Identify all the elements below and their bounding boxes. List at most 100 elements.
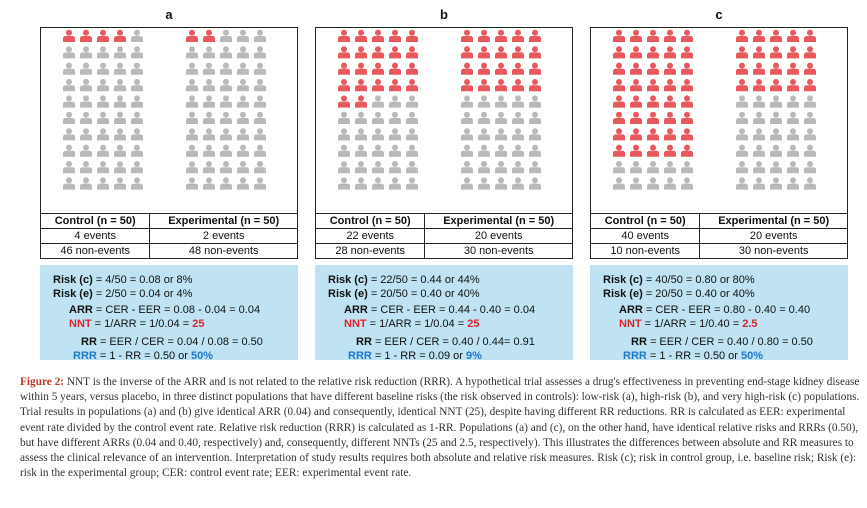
person-icon-grey — [529, 144, 541, 157]
person-icon-grey — [787, 111, 799, 124]
control-header: Control (n = 50) — [39, 213, 151, 229]
person-icon-red — [770, 29, 782, 42]
person-icon-grey — [736, 111, 748, 124]
experimental-nonevents: 30 non-events — [424, 243, 573, 259]
rrr-value: 50% — [191, 350, 214, 362]
person-icon-grey — [753, 95, 765, 108]
person-icon-grey — [131, 46, 143, 59]
person-icon-red — [681, 111, 693, 124]
icon-array-box — [590, 27, 848, 215]
person-icon-grey — [664, 161, 676, 174]
person-icon-grey — [372, 95, 384, 108]
person-icon-red — [787, 62, 799, 75]
risk-e-row: Risk (e) = 2/50 = 0.04 or 4% — [53, 287, 192, 301]
panel-c: c Control (n = 50) Experimental (n = 50)… — [589, 7, 848, 362]
person-icon-red — [787, 29, 799, 42]
person-icon-grey — [97, 144, 109, 157]
person-icon-red — [495, 46, 507, 59]
person-icon-grey — [804, 161, 816, 174]
person-icon-grey — [131, 177, 143, 190]
person-icon-red — [461, 46, 473, 59]
person-icon-grey — [406, 144, 418, 157]
person-icon-red — [664, 111, 676, 124]
person-icon-grey — [770, 111, 782, 124]
person-icon-grey — [80, 46, 92, 59]
person-icon-grey — [461, 111, 473, 124]
calculation-box: Risk (c) = 22/50 = 0.44 or 44% Risk (e) … — [315, 265, 573, 362]
person-icon-grey — [787, 144, 799, 157]
control-nonevents: 46 non-events — [39, 243, 151, 259]
calculation-box: Risk (c) = 4/50 = 0.08 or 8% Risk (e) = … — [40, 265, 298, 362]
person-icon-grey — [97, 46, 109, 59]
person-icon-grey — [770, 95, 782, 108]
nnt-formula: = 1/ARR = 1/0.04 = — [94, 318, 190, 330]
person-icon-red — [478, 46, 490, 59]
risk-c-value: = 22/50 = 0.44 or 44% — [370, 274, 480, 286]
person-icon-red — [389, 46, 401, 59]
person-icon-grey — [804, 177, 816, 190]
person-icon-grey — [630, 161, 642, 174]
person-icon-grey — [220, 79, 232, 92]
person-icon-grey — [220, 62, 232, 75]
person-icon-red — [355, 29, 367, 42]
rrr-formula: = 1 - RR = 0.50 or — [649, 350, 738, 362]
person-icon-grey — [131, 95, 143, 108]
experimental-nonevents: 48 non-events — [149, 243, 298, 259]
risk-c-label: Risk (c) — [328, 274, 368, 286]
control-header: Control (n = 50) — [314, 213, 426, 229]
person-icon-red — [647, 29, 659, 42]
person-icon-red — [406, 79, 418, 92]
rr-row: RR = EER / CER = 0.04 / 0.08 = 0.50 — [81, 335, 263, 349]
experimental-header: Experimental (n = 50) — [149, 213, 298, 229]
person-icon-grey — [131, 144, 143, 157]
person-icon-grey — [461, 177, 473, 190]
person-icon-grey — [131, 111, 143, 124]
figure-label: Figure 2: — [20, 376, 65, 388]
person-icon-red — [630, 111, 642, 124]
person-icon-red — [63, 29, 75, 42]
person-icon-grey — [478, 177, 490, 190]
person-icon-red — [736, 79, 748, 92]
person-icon-grey — [114, 144, 126, 157]
person-icon-grey — [203, 144, 215, 157]
person-icon-grey — [237, 29, 249, 42]
person-icon-red — [753, 79, 765, 92]
person-icon-grey — [131, 79, 143, 92]
person-icon-grey — [80, 62, 92, 75]
person-icon-red — [338, 95, 350, 108]
person-icon-red — [787, 46, 799, 59]
person-icon-red — [681, 46, 693, 59]
rrr-value: 50% — [741, 350, 764, 362]
person-icon-grey — [647, 177, 659, 190]
person-icon-grey — [63, 144, 75, 157]
person-icon-grey — [529, 161, 541, 174]
person-icon-grey — [237, 144, 249, 157]
person-icon-red — [787, 79, 799, 92]
person-icon-red — [461, 29, 473, 42]
person-icon-red — [630, 95, 642, 108]
risk-c-row: Risk (c) = 40/50 = 0.80 or 80% — [603, 273, 755, 287]
person-icon-grey — [237, 62, 249, 75]
arr-label: ARR — [69, 304, 93, 316]
person-icon-grey — [254, 46, 266, 59]
person-icon-grey — [114, 128, 126, 141]
risk-c-row: Risk (c) = 22/50 = 0.44 or 44% — [328, 273, 480, 287]
control-events: 40 events — [589, 228, 701, 244]
panel-a: a Control (n = 50) Experimental (n = 50)… — [39, 8, 298, 362]
person-icon-grey — [389, 177, 401, 190]
person-icon-grey — [804, 95, 816, 108]
counts-table: Control (n = 50) Experimental (n = 50) 4… — [589, 213, 848, 259]
person-icon-grey — [512, 161, 524, 174]
person-icon-red — [753, 46, 765, 59]
rr-label: RR — [631, 336, 647, 348]
person-icon-grey — [736, 128, 748, 141]
person-icon-grey — [355, 161, 367, 174]
icon-array-box — [40, 27, 298, 215]
person-icon-grey — [372, 144, 384, 157]
risk-e-label: Risk (e) — [53, 288, 93, 300]
nnt-value: 2.5 — [742, 318, 758, 330]
person-icon-red — [355, 79, 367, 92]
panel-letter: c — [715, 7, 723, 22]
person-icon-grey — [478, 95, 490, 108]
experimental-events: 20 events — [699, 228, 848, 244]
